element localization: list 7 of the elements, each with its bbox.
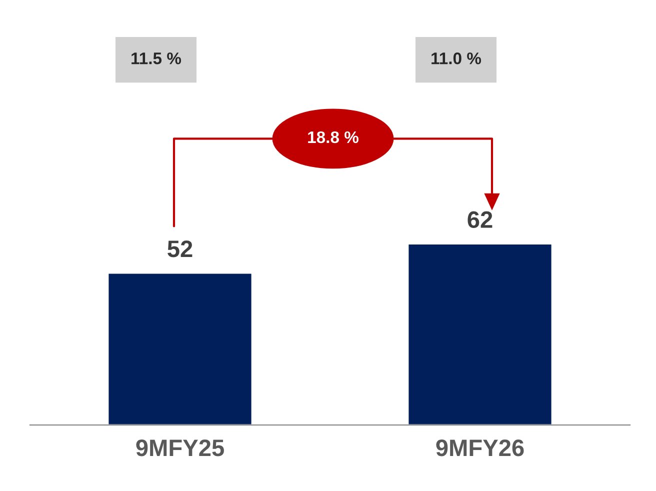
data-label: 52 <box>168 240 192 258</box>
x-tick-label: 9MFY25 <box>136 440 224 456</box>
x-tick-label: 9MFY26 <box>436 440 524 456</box>
text: 18.8 % <box>308 131 359 144</box>
text: 11.5 % <box>132 52 182 64</box>
text: 11.0 % <box>432 52 482 64</box>
data-label: 62 <box>468 211 492 228</box>
